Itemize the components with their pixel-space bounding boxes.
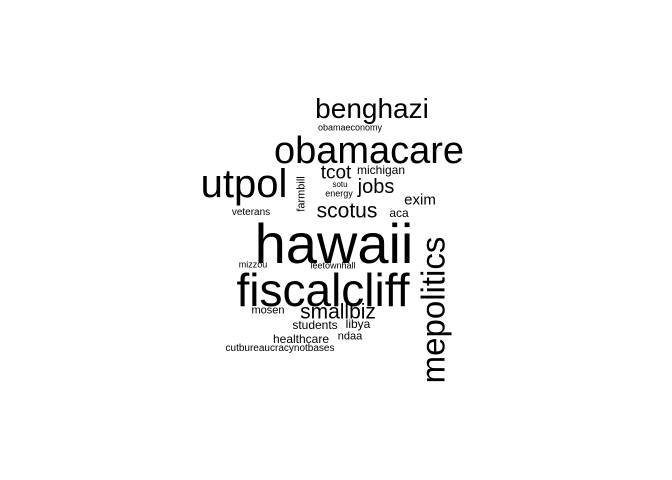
word-leetownhall: leetownhall bbox=[310, 260, 356, 271]
word-veterans: veterans bbox=[231, 207, 271, 218]
word-michigan: michigan bbox=[356, 163, 406, 177]
word-benghazi: benghazi bbox=[315, 93, 429, 124]
word-tcot: tcot bbox=[320, 162, 352, 184]
word-obamaeconomy: obamaeconomy bbox=[317, 122, 383, 133]
word-healthcare: healthcare bbox=[272, 332, 330, 346]
word-smallbiz: smallbiz bbox=[300, 300, 376, 324]
word-hawaii: hawaii bbox=[254, 212, 414, 275]
word-mosen: mosen bbox=[251, 304, 285, 317]
word-fiscalcliff: fiscalcliff bbox=[236, 264, 410, 316]
word-students: students bbox=[292, 318, 338, 332]
word-exim: exim bbox=[404, 191, 436, 209]
word-aca: aca bbox=[389, 206, 409, 220]
word-scotus: scotus bbox=[316, 199, 378, 223]
word-mepolitics: mepolitics bbox=[414, 236, 452, 384]
word-mizzou: mizzou bbox=[238, 259, 268, 270]
word-obamacare: obamacare bbox=[273, 130, 465, 172]
word-jobs: jobs bbox=[357, 176, 395, 198]
word-libya: libya bbox=[345, 317, 371, 331]
word-ndaa: ndaa bbox=[337, 330, 363, 343]
word-utpol: utpol bbox=[200, 162, 288, 206]
word-sotu: sotu bbox=[332, 180, 348, 189]
word-energy: energy bbox=[325, 188, 353, 199]
word-farmbill: farmbill bbox=[295, 176, 308, 212]
word-cutbureaucracynotbases: cutbureaucracynotbases bbox=[225, 343, 335, 354]
